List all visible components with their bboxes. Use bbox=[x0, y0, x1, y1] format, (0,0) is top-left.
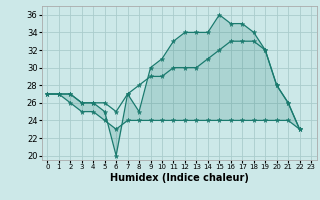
X-axis label: Humidex (Indice chaleur): Humidex (Indice chaleur) bbox=[110, 173, 249, 183]
